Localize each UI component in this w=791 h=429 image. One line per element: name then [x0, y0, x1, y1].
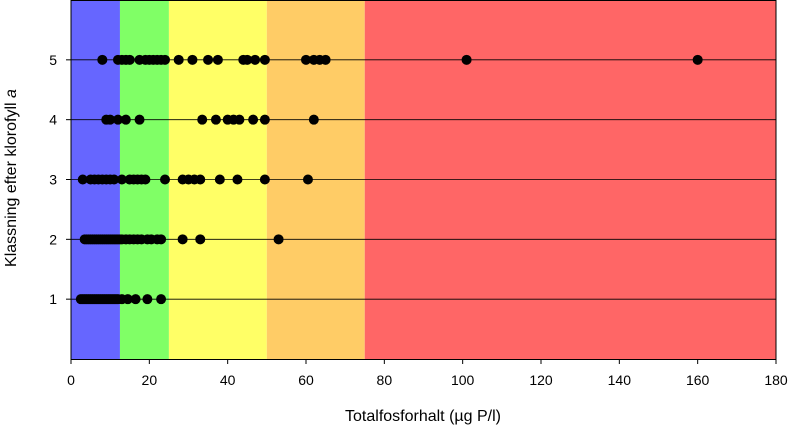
point-y5-26: [692, 54, 703, 65]
point-y4-6: [197, 114, 208, 125]
point-y2-32: [273, 234, 284, 245]
y-axis-label-main: Klassning efter klorofyll: [3, 98, 20, 267]
point-y2-31: [195, 234, 206, 245]
point-y5-20: [259, 54, 270, 65]
point-y4-3: [113, 114, 123, 125]
x-tick-label-100: 100: [451, 372, 475, 388]
x-tick-label-160: 160: [686, 372, 710, 388]
point-y2-29: [156, 234, 167, 245]
point-y5-18: [242, 54, 253, 65]
point-y3-1: [77, 174, 88, 185]
y-tick-label-3: 3: [49, 172, 57, 188]
x-tick-label-180: 180: [764, 372, 788, 388]
x-tick-label-20: 20: [142, 372, 158, 388]
y-tick-label-5: 5: [49, 52, 57, 68]
point-y4-4: [120, 114, 131, 125]
point-y5-19: [250, 54, 261, 65]
x-tick-label-0: 0: [67, 372, 75, 388]
point-y5-21: [301, 54, 311, 65]
point-y3-14: [140, 174, 151, 185]
point-y1-24: [142, 294, 153, 305]
x-tick-label-140: 140: [608, 372, 632, 388]
point-y5-16: [212, 54, 223, 65]
point-y5-13: [173, 54, 184, 65]
y-axis-ticks: 1 2 3 4 5: [49, 52, 71, 307]
y-tick-label-4: 4: [49, 112, 57, 128]
point-y3-23: [302, 174, 313, 185]
point-y4-11: [248, 114, 259, 125]
y-axis-label: Klassning efter klorofyll a: [3, 89, 20, 267]
point-y3-22: [259, 174, 270, 185]
point-y5-12: [160, 54, 170, 65]
point-y5-24: [320, 54, 331, 65]
point-y4-5: [134, 114, 145, 125]
x-tick-label-60: 60: [298, 372, 314, 388]
y-tick-label-2: 2: [49, 231, 57, 247]
x-axis-ticks: 0 20 40 60 80 100 120 140 160 180: [67, 359, 788, 388]
x-tick-label-120: 120: [529, 372, 553, 388]
point-y4-2: [105, 114, 116, 125]
point-y3-9: [116, 174, 127, 185]
point-y5-15: [203, 54, 214, 65]
point-y5-25: [461, 54, 472, 65]
gridlines: [71, 59, 776, 300]
point-y1-23: [130, 294, 141, 305]
point-y3-8: [109, 174, 120, 185]
point-y3-20: [214, 174, 225, 185]
point-y5-14: [187, 54, 198, 65]
point-y1-25: [156, 294, 167, 305]
point-y4-10: [234, 114, 245, 125]
x-tick-label-80: 80: [377, 372, 393, 388]
point-y3-15: [160, 174, 170, 185]
point-y4-13: [308, 114, 319, 125]
point-y5-5: [124, 54, 135, 65]
y-axis-label-italic: a: [3, 89, 20, 98]
x-axis-label: Totalfosforhalt (µg P/l): [345, 408, 501, 425]
x-tick-label-40: 40: [220, 372, 236, 388]
point-y4-12: [259, 114, 270, 125]
data-points: [75, 54, 703, 305]
point-y3-19: [195, 174, 206, 185]
point-y5-1: [97, 54, 108, 65]
point-y3-21: [232, 174, 243, 185]
y-tick-label-1: 1: [49, 291, 57, 307]
point-y4-7: [210, 114, 221, 125]
point-y2-30: [177, 234, 188, 245]
point-y1-22: [122, 294, 133, 305]
